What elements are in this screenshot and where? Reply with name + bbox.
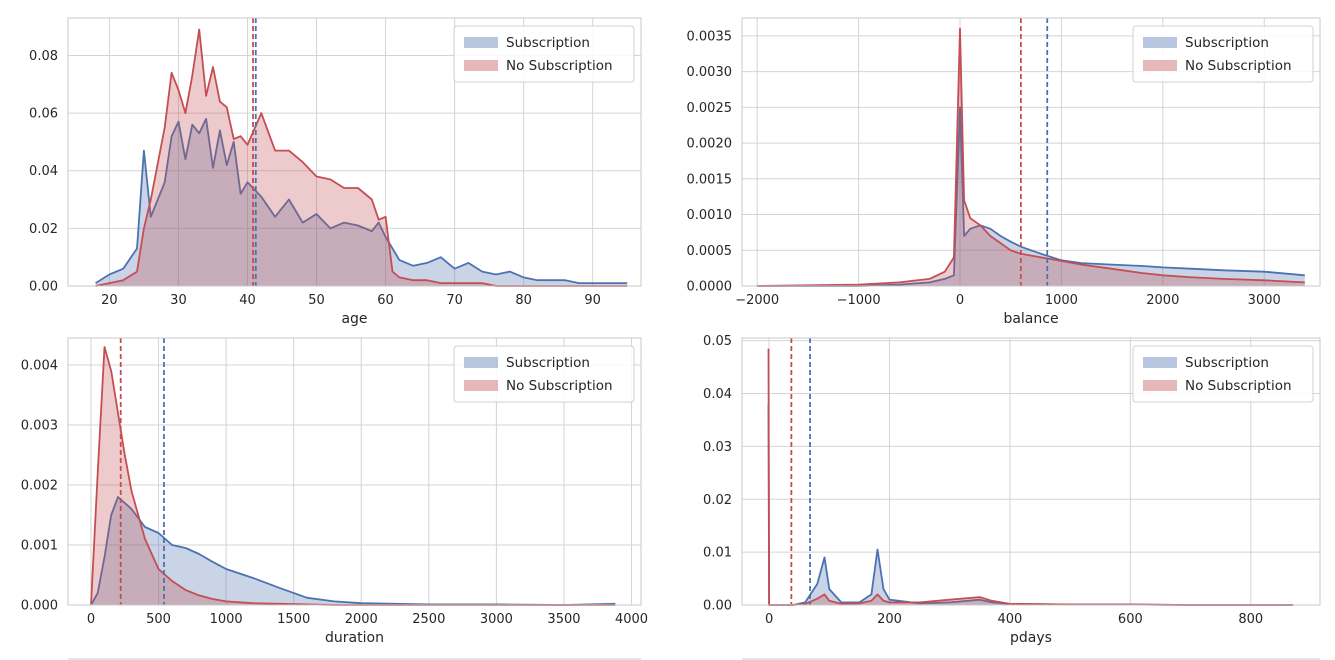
- series-area-no-subscription: [91, 347, 616, 605]
- legend-box: [453, 25, 635, 83]
- legend-swatch: [464, 37, 498, 48]
- y-tick-label: 0.003: [21, 419, 58, 434]
- subplot-duration: 0 500 1000 1500 2000 2500 3000 3500 4000 0.000 0.0…: [21, 337, 648, 646]
- x-tick-label: 1000: [1045, 293, 1078, 308]
- plot-frame: [67, 337, 642, 606]
- y-tick-label: 0.0015: [687, 172, 733, 187]
- x-tick-label: 3500: [547, 612, 580, 627]
- plot-frame: [741, 17, 1321, 287]
- x-tick-label: 1500: [277, 612, 310, 627]
- subplot-age: 20 30 40 50 60 70 80 90 0.00 0.02 0.04 0.06 0.08 age S…: [29, 17, 642, 327]
- legend: Subscription No Subscription: [453, 345, 635, 403]
- legend-swatch: [1143, 60, 1177, 71]
- legend-box: [1132, 345, 1314, 403]
- legend-swatch: [1143, 380, 1177, 391]
- y-tick-label: 0.08: [29, 49, 58, 64]
- series-line-subscription: [90, 496, 616, 606]
- x-tick-label: 500: [146, 612, 171, 627]
- legend: Subscription No Subscription: [453, 25, 635, 83]
- x-tick-label: 2500: [412, 612, 445, 627]
- x-tick-label: 4000: [615, 612, 648, 627]
- series-area-subscription: [768, 404, 1293, 605]
- legend-label: No Subscription: [506, 58, 613, 74]
- y-tick-label: 0.06: [29, 107, 58, 122]
- x-axis-label: balance: [1003, 311, 1058, 327]
- series-line-subscription: [95, 118, 628, 284]
- y-tick-label: 0.0010: [687, 208, 733, 223]
- x-tick-label: −1000: [837, 293, 881, 308]
- x-tick-label: 0: [87, 612, 95, 627]
- y-tick-label: 0.0005: [687, 244, 733, 259]
- legend: Subscription No Subscription: [1132, 345, 1314, 403]
- y-tick-label: 0.04: [29, 164, 58, 179]
- legend-box: [1132, 25, 1314, 83]
- plot-frame: [67, 17, 642, 287]
- y-tick-label: 0.02: [703, 493, 732, 508]
- legend-box: [453, 345, 635, 403]
- legend-swatch: [1143, 357, 1177, 368]
- y-tick-label: 0.0020: [687, 137, 733, 152]
- y-tick-label: 0.001: [21, 539, 58, 554]
- y-tick-label: 0.01: [703, 546, 732, 561]
- series-line-subscription: [767, 404, 1293, 606]
- legend-label: No Subscription: [1185, 378, 1292, 394]
- legend-label: Subscription: [1185, 35, 1269, 51]
- y-tick-label: 0.000: [21, 599, 58, 614]
- x-tick-label: 200: [877, 612, 902, 627]
- x-tick-label: 400: [998, 612, 1023, 627]
- legend-swatch: [464, 357, 498, 368]
- y-tick-label: 0.00: [703, 599, 732, 614]
- x-tick-label: 800: [1238, 612, 1263, 627]
- x-tick-label: 0: [956, 293, 964, 308]
- series-line-no-subscription: [757, 27, 1305, 287]
- x-tick-label: 20: [101, 293, 118, 308]
- x-tick-label: 3000: [480, 612, 513, 627]
- x-tick-label: 0: [765, 612, 773, 627]
- legend-label: No Subscription: [1185, 58, 1292, 74]
- legend-swatch: [464, 380, 498, 391]
- plot-frame: [741, 337, 1321, 606]
- legend-swatch: [464, 60, 498, 71]
- y-tick-label: 0.03: [703, 440, 732, 455]
- x-tick-label: 50: [308, 293, 325, 308]
- y-tick-label: 0.05: [703, 334, 732, 349]
- x-tick-label: 2000: [1146, 293, 1179, 308]
- y-tick-label: 0.0000: [687, 280, 733, 295]
- subplot-balance: −2000 −1000 0 1000 2000 3000 0.0000 0.0005 0.001…: [687, 17, 1321, 327]
- x-axis-label: duration: [325, 630, 384, 646]
- x-tick-label: 80: [515, 293, 532, 308]
- x-axis-label: pdays: [1010, 630, 1052, 646]
- x-tick-label: 40: [239, 293, 256, 308]
- y-tick-label: 0.00: [29, 280, 58, 295]
- x-tick-label: 3000: [1248, 293, 1281, 308]
- y-tick-label: 0.002: [21, 479, 58, 494]
- legend-label: No Subscription: [506, 378, 613, 394]
- legend-label: Subscription: [506, 355, 590, 371]
- y-tick-label: 0.04: [703, 387, 732, 402]
- y-tick-label: 0.02: [29, 222, 58, 237]
- x-tick-label: 600: [1118, 612, 1143, 627]
- legend-label: Subscription: [1185, 355, 1269, 371]
- x-tick-label: 2000: [345, 612, 378, 627]
- legend: Subscription No Subscription: [1132, 25, 1314, 83]
- x-axis-label: age: [341, 311, 367, 327]
- subplot-pdays: 0 200 400 600 800 0.00 0.01 0.02 0.03 0.04 0.05 pda…: [703, 334, 1321, 646]
- series-area-no-subscription: [95, 29, 628, 286]
- x-tick-label: 70: [446, 293, 463, 308]
- y-tick-label: 0.0030: [687, 65, 733, 80]
- x-tick-label: 30: [170, 293, 187, 308]
- x-tick-label: 1000: [210, 612, 243, 627]
- series-line-subscription: [757, 106, 1305, 287]
- x-tick-label: −2000: [735, 293, 779, 308]
- y-tick-label: 0.0025: [687, 101, 733, 116]
- legend-swatch: [1143, 37, 1177, 48]
- y-tick-label: 0.004: [21, 359, 58, 374]
- legend-label: Subscription: [506, 35, 590, 51]
- x-tick-label: 90: [584, 293, 601, 308]
- series-area-subscription: [91, 497, 616, 605]
- x-tick-label: 60: [377, 293, 394, 308]
- y-tick-label: 0.0035: [687, 29, 733, 44]
